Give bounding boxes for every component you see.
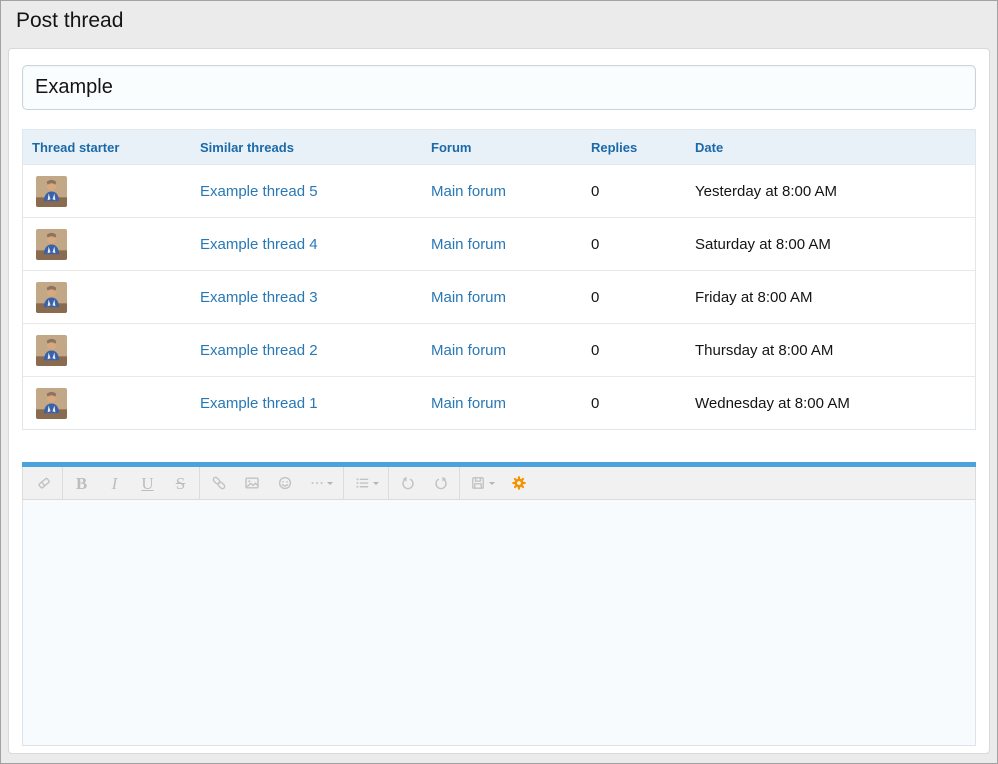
post-thread-panel: Thread starter Similar threads Forum Rep… [8, 48, 990, 754]
toolbar-separator [62, 467, 63, 499]
smiley-icon [278, 476, 291, 490]
bold-button[interactable]: B [65, 467, 98, 499]
table-row: Example thread 5 Main forum 0 Yesterday … [23, 164, 975, 217]
thread-date: Thursday at 8:00 AM [686, 323, 975, 376]
gear-icon [511, 476, 526, 490]
thread-link[interactable]: Example thread 2 [200, 341, 318, 359]
column-header-replies: Replies [582, 130, 686, 164]
strikethrough-button[interactable]: S [164, 467, 197, 499]
column-header-forum: Forum [422, 130, 582, 164]
table-row: Example thread 3 Main forum 0 Friday at … [23, 270, 975, 323]
forum-link[interactable]: Main forum [431, 235, 507, 253]
thread-title-input[interactable] [22, 65, 976, 110]
toolbar-separator [199, 467, 200, 499]
table-row: Example thread 2 Main forum 0 Thursday a… [23, 323, 975, 376]
drafts-button[interactable] [462, 467, 502, 499]
redo-icon [434, 476, 447, 490]
column-header-date: Date [686, 130, 975, 164]
forum-link[interactable]: Main forum [431, 182, 507, 200]
thread-date: Saturday at 8:00 AM [686, 217, 975, 270]
forum-link[interactable]: Main forum [431, 288, 507, 306]
avatar[interactable] [36, 387, 67, 419]
chevron-down-icon [488, 482, 495, 488]
column-header-similar-threads: Similar threads [191, 130, 422, 164]
editor-body[interactable] [22, 500, 976, 746]
strikethrough-glyph: S [175, 473, 186, 493]
undo-button[interactable] [391, 467, 424, 499]
chevron-down-icon [372, 482, 379, 488]
thread-link[interactable]: Example thread 4 [200, 235, 318, 253]
remove-formatting-button[interactable] [27, 467, 60, 499]
list-icon [356, 478, 368, 488]
editor-settings-button[interactable] [502, 467, 535, 499]
thread-link[interactable]: Example thread 5 [200, 182, 318, 200]
ellipsis-icon [311, 482, 322, 484]
replies-count: 0 [582, 323, 686, 376]
table-header-row: Thread starter Similar threads Forum Rep… [23, 130, 975, 164]
floppy-disk-icon [471, 477, 484, 489]
rich-text-editor: B I U S [22, 462, 976, 746]
table-row: Example thread 1 Main forum 0 Wednesday … [23, 376, 975, 429]
chevron-down-icon [326, 482, 333, 488]
replies-count: 0 [582, 217, 686, 270]
replies-count: 0 [582, 164, 686, 217]
similar-threads-table: Thread starter Similar threads Forum Rep… [22, 129, 976, 430]
link-icon [212, 476, 225, 490]
italic-glyph: I [111, 473, 118, 493]
page-title: Post thread [16, 9, 124, 32]
smilies-button[interactable] [268, 467, 301, 499]
avatar[interactable] [36, 334, 67, 366]
avatar[interactable] [36, 228, 67, 260]
thread-date: Wednesday at 8:00 AM [686, 376, 975, 429]
table-row: Example thread 4 Main forum 0 Saturday a… [23, 217, 975, 270]
eraser-icon [37, 477, 50, 489]
underline-button[interactable]: U [131, 467, 164, 499]
undo-icon [401, 476, 414, 490]
thread-date: Yesterday at 8:00 AM [686, 164, 975, 217]
thread-date: Friday at 8:00 AM [686, 270, 975, 323]
toolbar-separator [459, 467, 460, 499]
forum-link[interactable]: Main forum [431, 341, 507, 359]
toolbar-separator [343, 467, 344, 499]
thread-link[interactable]: Example thread 3 [200, 288, 318, 306]
avatar[interactable] [36, 281, 67, 313]
italic-button[interactable]: I [98, 467, 131, 499]
redo-button[interactable] [424, 467, 457, 499]
underline-glyph: U [141, 473, 154, 493]
editor-toolbar: B I U S [22, 467, 976, 500]
more-options-button[interactable] [301, 467, 341, 499]
insert-image-button[interactable] [235, 467, 268, 499]
thread-link[interactable]: Example thread 1 [200, 394, 318, 412]
toolbar-separator [388, 467, 389, 499]
bold-glyph: B [75, 473, 88, 493]
insert-link-button[interactable] [202, 467, 235, 499]
list-button[interactable] [346, 467, 386, 499]
editor-accent-bar [22, 462, 976, 467]
image-icon [244, 477, 259, 489]
replies-count: 0 [582, 376, 686, 429]
replies-count: 0 [582, 270, 686, 323]
forum-link[interactable]: Main forum [431, 394, 507, 412]
avatar[interactable] [36, 175, 67, 207]
column-header-thread-starter: Thread starter [23, 130, 191, 164]
